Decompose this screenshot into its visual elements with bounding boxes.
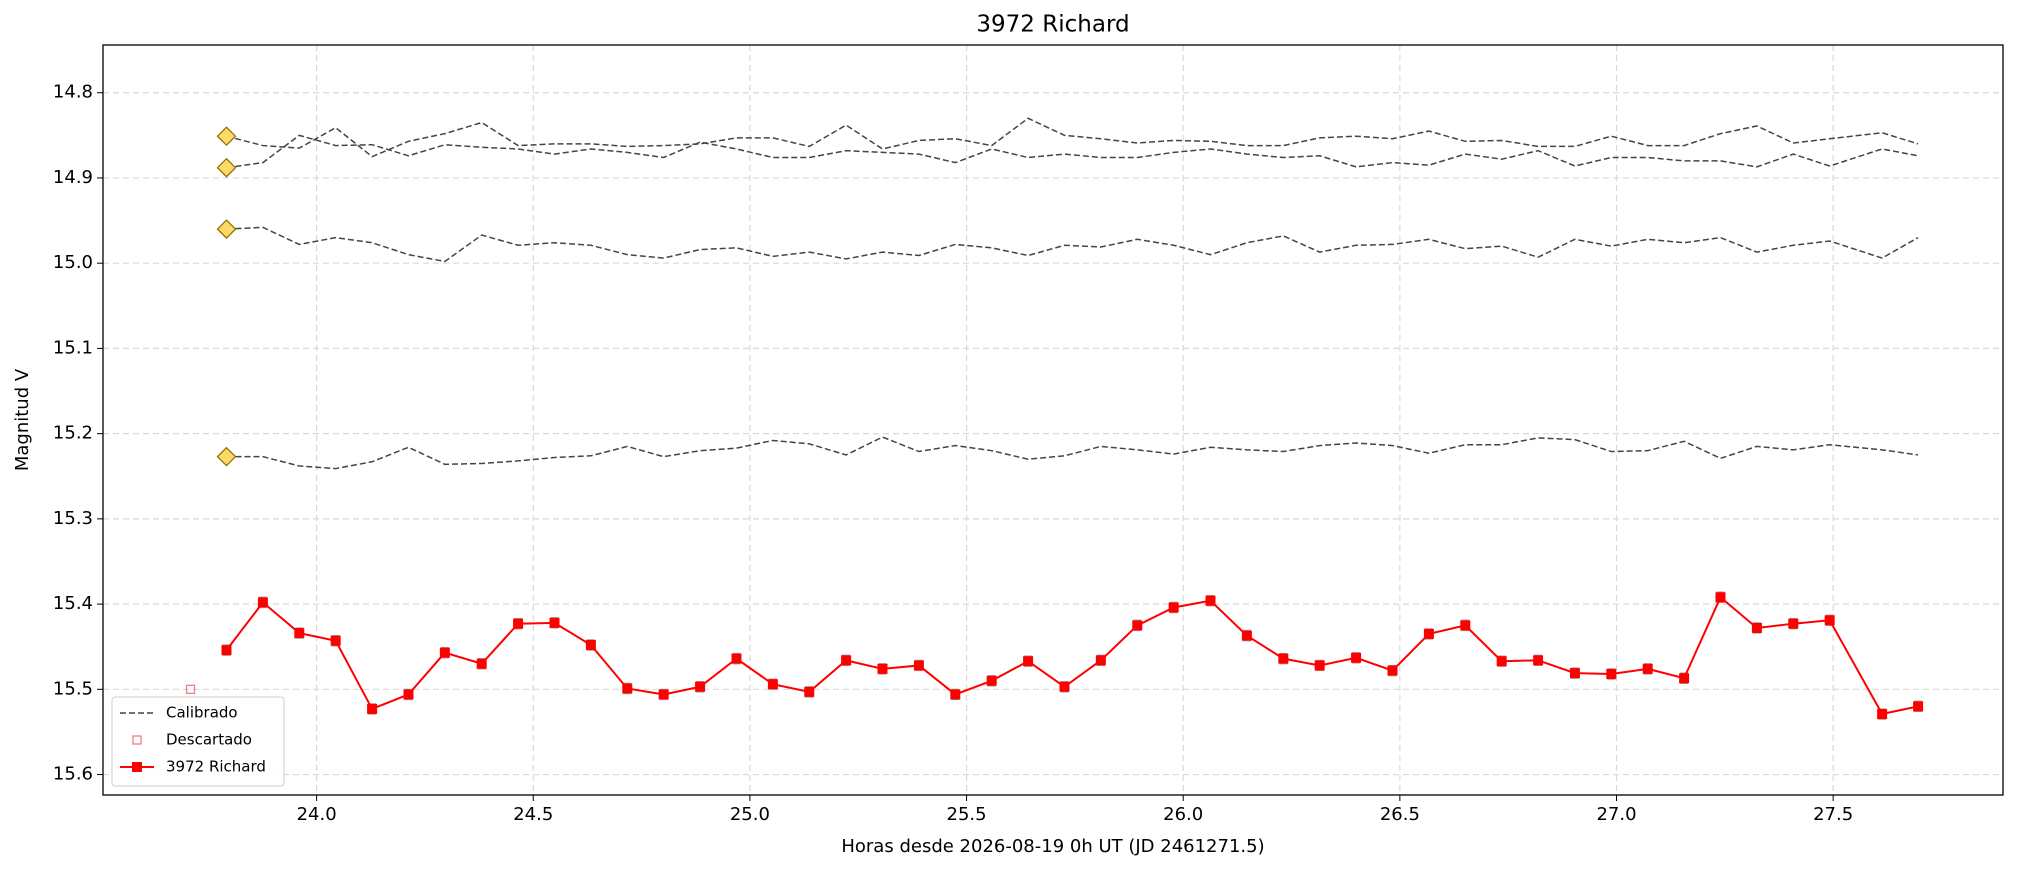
data-point: [841, 655, 852, 666]
start-marker: [216, 219, 237, 239]
legend-label: Descartado: [166, 731, 252, 749]
data-point: [1023, 656, 1034, 667]
data-point: [1877, 709, 1888, 720]
legend-swatch: [132, 735, 142, 745]
x-axis-label: Horas desde 2026-08-19 0h UT (JD 2461271…: [841, 836, 1264, 857]
data-point: [1824, 615, 1835, 626]
x-tick-label: 26.0: [1163, 804, 1203, 825]
data-point: [986, 675, 997, 686]
y-tick-label: 15.1: [53, 337, 93, 358]
data-point: [950, 689, 961, 700]
x-tick-label: 26.5: [1380, 804, 1420, 825]
data-point: [1314, 660, 1325, 671]
data-point: [257, 597, 268, 608]
calibrated-line: [226, 226, 1919, 263]
legend-box: [111, 696, 285, 787]
start-marker: [216, 446, 237, 467]
data-point: [585, 640, 596, 650]
y-tick-label: 15.4: [53, 593, 93, 614]
legend-label: Calibrado: [166, 704, 238, 722]
data-point: [294, 628, 305, 639]
data-point: [1679, 673, 1690, 684]
x-tick-label: 25.5: [947, 804, 987, 825]
data-point: [1715, 592, 1726, 603]
data-point: [804, 686, 815, 697]
data-point: [1569, 668, 1580, 679]
x-tick-label: 27.5: [1813, 804, 1853, 825]
discarded-point: [185, 684, 196, 694]
data-point: [1205, 595, 1216, 606]
calibrated-line: [226, 436, 1919, 470]
data-point: [439, 647, 450, 658]
y-tick-label: 15.5: [53, 678, 93, 699]
start-marker: [216, 126, 237, 147]
x-tick-label: 24.5: [513, 804, 553, 825]
data-point: [731, 653, 742, 664]
data-point: [1642, 663, 1653, 674]
data-point: [1913, 701, 1924, 712]
data-point: [1606, 668, 1617, 679]
data-point: [1241, 630, 1252, 641]
y-tick-label: 14.9: [53, 167, 93, 188]
x-tick-label: 27.0: [1596, 804, 1636, 825]
data-point: [1168, 602, 1179, 613]
data-point: [513, 618, 524, 629]
data-point: [1423, 628, 1434, 639]
data-point: [403, 689, 414, 700]
plot-frame: [102, 44, 2004, 796]
data-point: [549, 617, 560, 628]
start-marker: [216, 157, 237, 178]
data-point: [1751, 622, 1762, 633]
data-point: [1351, 652, 1362, 663]
data-point: [622, 683, 633, 694]
data-point: [695, 681, 706, 692]
calibrated-line: [226, 117, 1919, 158]
data-point: [767, 679, 778, 690]
data-point: [1095, 655, 1106, 666]
data-point: [367, 703, 378, 714]
data-point: [1387, 665, 1398, 676]
data-point: [1460, 620, 1471, 631]
x-tick-label: 25.0: [730, 804, 770, 825]
data-point: [877, 663, 888, 674]
calibrated-line: [226, 134, 1919, 169]
data-point: [1788, 618, 1799, 629]
x-tick-label: 24.0: [297, 804, 337, 825]
y-tick-label: 15.0: [53, 252, 93, 273]
y-axis-label: Magnitud V: [12, 368, 33, 471]
y-tick-label: 14.8: [53, 82, 93, 103]
data-point: [1132, 620, 1143, 631]
data-point: [1059, 681, 1070, 692]
y-tick-label: 15.6: [53, 764, 93, 785]
data-point: [221, 645, 232, 656]
data-point: [1533, 655, 1544, 666]
y-tick-label: 15.3: [53, 508, 93, 529]
chart-title: 3972 Richard: [976, 12, 1129, 38]
data-point: [1278, 653, 1289, 664]
data-point: [1496, 656, 1507, 667]
legend-label: 3972 Richard: [166, 758, 266, 776]
legend-swatch: [132, 762, 142, 772]
data-point: [658, 689, 669, 700]
data-point: [476, 658, 487, 669]
data-point: [913, 660, 924, 671]
data-point: [330, 635, 341, 646]
y-tick-label: 15.2: [53, 423, 93, 444]
